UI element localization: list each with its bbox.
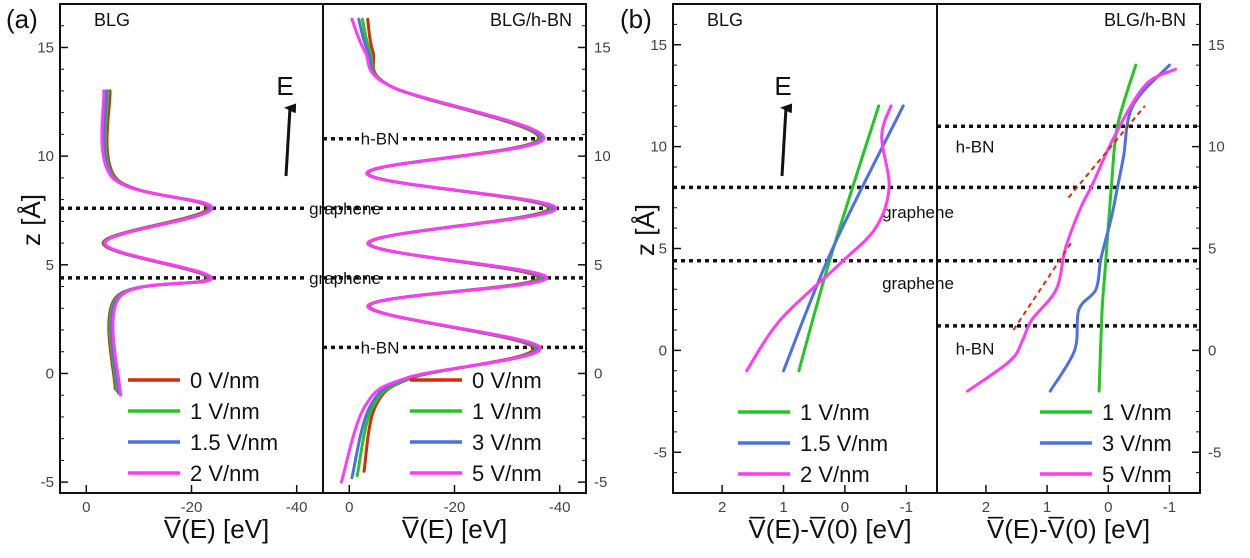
legend-label: 1 V/nm [472,399,542,424]
legend-label: 1 V/nm [800,400,870,425]
y-axis-label: z [Å] [630,204,660,256]
linear-fit-line [1067,105,1146,199]
field-arrow-label: E [774,71,791,101]
legend-label: 1 V/nm [1102,400,1172,425]
y-tick-label: 0 [659,342,667,359]
series-line [339,17,558,484]
x-tick-label: 0 [1104,499,1112,516]
x-tick-label: -1 [900,499,913,516]
y-tick-label: 15 [1208,37,1225,54]
layer-annotation: graphene [309,269,381,288]
y-tick-label: 5 [594,257,602,274]
series-line [782,104,905,373]
y-tick-label: 5 [46,257,54,274]
y-tick-label: -5 [41,474,54,491]
y-tick-label: -5 [594,474,607,491]
y-tick-label: 0 [1208,342,1216,359]
x-tick-label: -40 [286,499,308,516]
x-tick-label: 1 [779,499,787,516]
plot-frame [322,3,587,494]
y-tick-label: 15 [37,39,54,56]
series-line [101,89,209,391]
legend-label: 0 V/nm [472,368,542,393]
panel-title: BLG [94,10,130,30]
annotation-background [954,134,996,157]
layer-annotation: h-BN [361,338,400,357]
x-tick-label: 0 [345,499,353,516]
series-line [745,104,893,373]
x-tick-label: 1 [1043,499,1051,516]
layer-annotation: h-BN [361,130,400,149]
x-axis-label: V̅(E)-V̅(0) [eV] [987,514,1150,544]
annotation-background [306,265,384,288]
y-tick-label: 10 [37,148,54,165]
field-arrow-label: E [276,71,293,101]
legend-label: 1.5 V/nm [800,431,888,456]
layer-annotation: graphene [882,203,954,222]
y-tick-label: 15 [650,37,667,54]
panel-a-blg-hbn: -5 0 5 10 15 0 -20 -40 BLG/h-BN V̅(E) [eV] h-BN h-B… [322,3,611,544]
field-arrow [284,103,297,177]
annotation-background [306,196,384,219]
legend-label: 1.5 V/nm [190,430,278,455]
series-line [102,89,211,393]
layer-annotation: h-BN [956,339,995,358]
panel-a-blg: -5 0 5 10 15 0 -20 -40 BLG V̅(E) [eV] z [Å] graphen… [16,3,384,544]
x-tick-label: -1 [1163,499,1176,516]
x-tick-label: -40 [549,499,571,516]
layer-annotation: graphene [309,199,381,218]
series-line [797,104,881,373]
y-tick-label: 10 [594,148,611,165]
layer-annotation: graphene [882,274,954,293]
x-tick-label: -20 [181,499,203,516]
x-axis-label: V̅(E)-V̅(0) [eV] [748,514,911,544]
annotation-background [954,336,996,359]
legend-label: 0 V/nm [190,368,260,393]
legend-label: 3 V/nm [472,430,542,455]
panel-label-a: (a) [6,4,38,34]
legend-label: 3 V/nm [1102,431,1172,456]
legend-label: 2 V/nm [800,462,870,487]
series-line [102,89,212,395]
y-tick-label: -5 [1208,444,1221,461]
legend-label: 5 V/nm [1102,462,1172,487]
x-tick-label: 2 [718,499,726,516]
x-axis-label: V̅(E) [eV] [164,514,269,544]
y-tick-label: 5 [1208,241,1216,258]
series-line [966,67,1177,393]
series-line [1048,63,1171,393]
y-tick-label: 0 [594,365,602,382]
y-tick-label: 10 [650,139,667,156]
panel-title: BLG [707,10,743,30]
layer-annotation: h-BN [956,138,995,157]
y-tick-label: 10 [1208,139,1225,156]
panel-title: BLG/h-BN [490,10,572,30]
x-tick-label: 0 [82,499,90,516]
x-tick-label: -20 [444,499,466,516]
field-arrow [780,103,793,177]
panel-label-b: (b) [620,4,652,34]
panel-title: BLG/h-BN [1104,10,1186,30]
series-line [100,89,214,397]
legend-label: 2 V/nm [190,461,260,486]
y-axis-label: z [Å] [16,194,46,246]
x-tick-label: 2 [982,499,990,516]
legend-label: 5 V/nm [472,461,542,486]
y-tick-label: 5 [659,241,667,258]
y-tick-label: 15 [594,39,611,56]
y-tick-label: 0 [46,365,54,382]
legend-label: 1 V/nm [190,399,260,424]
x-axis-label: V̅(E) [eV] [402,514,507,544]
x-tick-label: 0 [841,499,849,516]
annotation-background [359,126,401,149]
annotation-background [359,335,401,358]
y-tick-label: -5 [654,444,667,461]
